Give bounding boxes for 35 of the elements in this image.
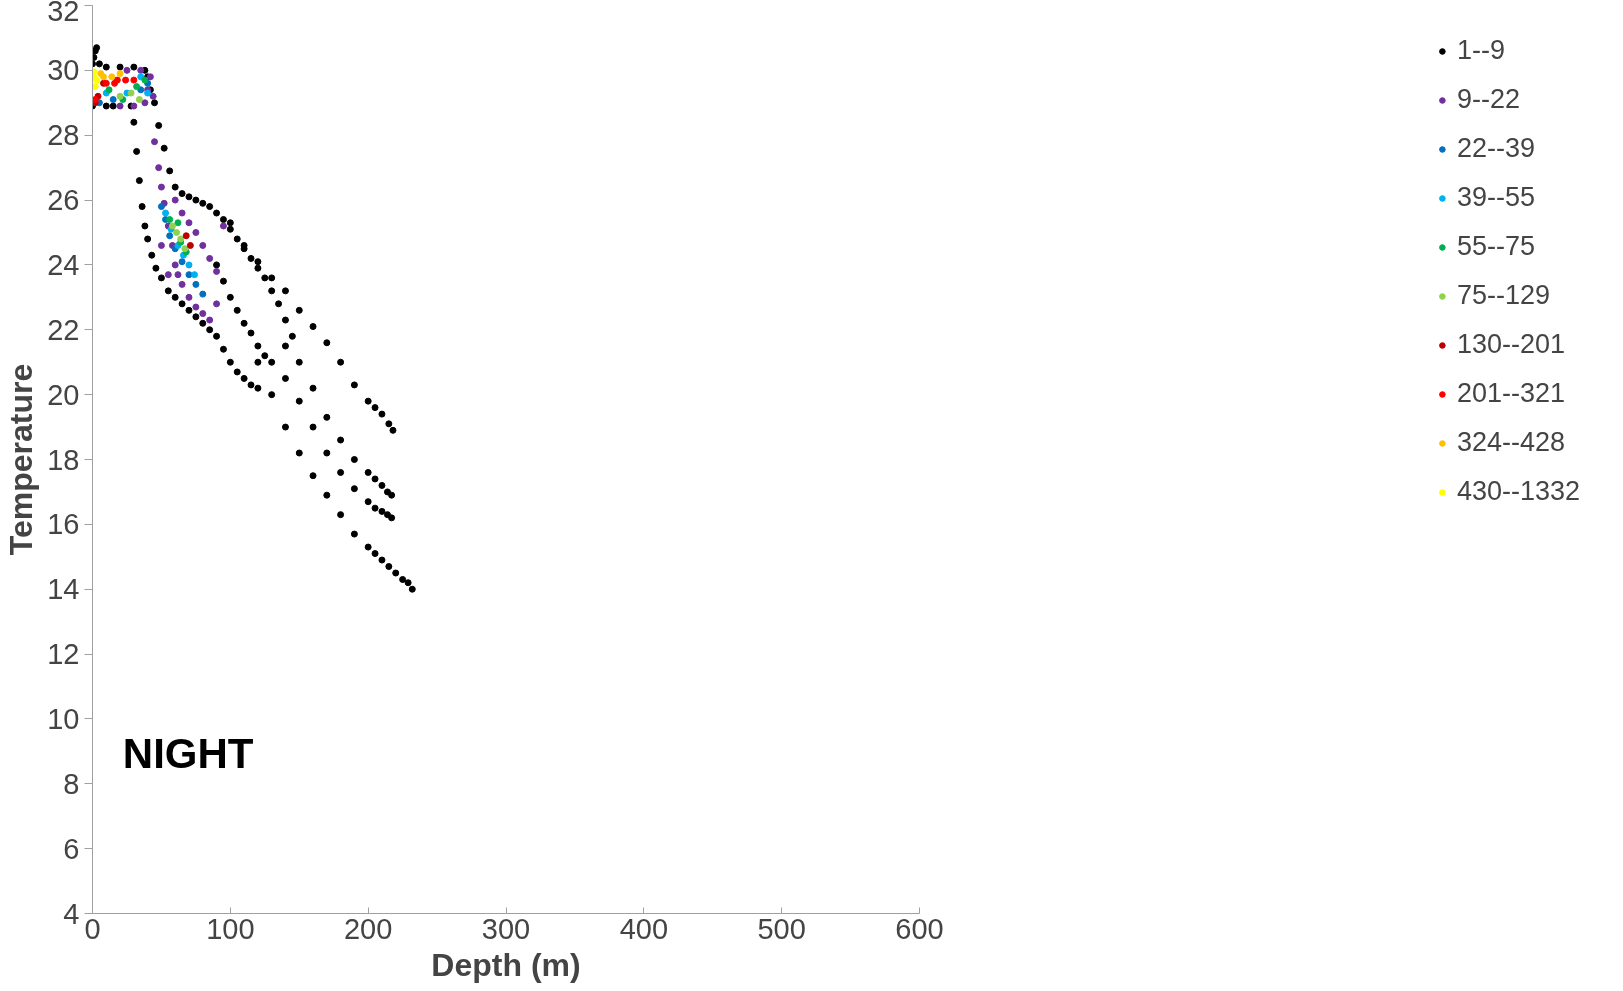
y-tick-label: 18 bbox=[47, 443, 80, 476]
y-tick-label: 16 bbox=[47, 508, 80, 541]
y-tick-label: 6 bbox=[63, 832, 80, 865]
y-tick-label: 30 bbox=[47, 54, 80, 87]
y-tick-label: 32 bbox=[47, 0, 80, 27]
y-tick-label: 10 bbox=[47, 702, 80, 735]
legend-label: 430--1332 bbox=[1456, 476, 1580, 507]
x-tick-label: 500 bbox=[757, 912, 806, 945]
legend-label: 130--201 bbox=[1456, 329, 1565, 360]
legend-label: 22--39 bbox=[1456, 133, 1535, 164]
annotation: NIGHT bbox=[122, 730, 254, 778]
legend-label: 9--22 bbox=[1456, 84, 1520, 115]
y-tick-label: 12 bbox=[47, 638, 80, 671]
legend-label: 55--75 bbox=[1456, 231, 1535, 262]
legend-label: 201--321 bbox=[1456, 378, 1565, 409]
legend-label: 1--9 bbox=[1456, 35, 1505, 66]
y-tick-label: 4 bbox=[63, 897, 80, 930]
y-tick-label: 8 bbox=[63, 767, 80, 800]
y-tick-label: 20 bbox=[47, 378, 80, 411]
y-tick-label: 24 bbox=[47, 248, 80, 281]
x-tick-label: 100 bbox=[206, 912, 255, 945]
legend-label: 39--55 bbox=[1456, 182, 1535, 213]
x-tick-label: 0 bbox=[84, 912, 101, 945]
y-tick-label: 22 bbox=[47, 313, 80, 346]
x-axis-title: Depth (m) bbox=[431, 946, 581, 983]
x-tick-label: 600 bbox=[895, 912, 944, 945]
legend-label: 324--428 bbox=[1456, 427, 1565, 458]
x-tick-label: 300 bbox=[481, 912, 531, 945]
y-tick-label: 26 bbox=[47, 184, 80, 217]
y-tick-label: 28 bbox=[47, 119, 80, 152]
x-tick-label: 400 bbox=[619, 912, 669, 945]
x-tick-label: 200 bbox=[343, 912, 393, 945]
legend-label: 75--129 bbox=[1456, 280, 1550, 311]
y-tick-label: 14 bbox=[47, 573, 80, 606]
y-axis-title: Temperature bbox=[3, 363, 40, 556]
